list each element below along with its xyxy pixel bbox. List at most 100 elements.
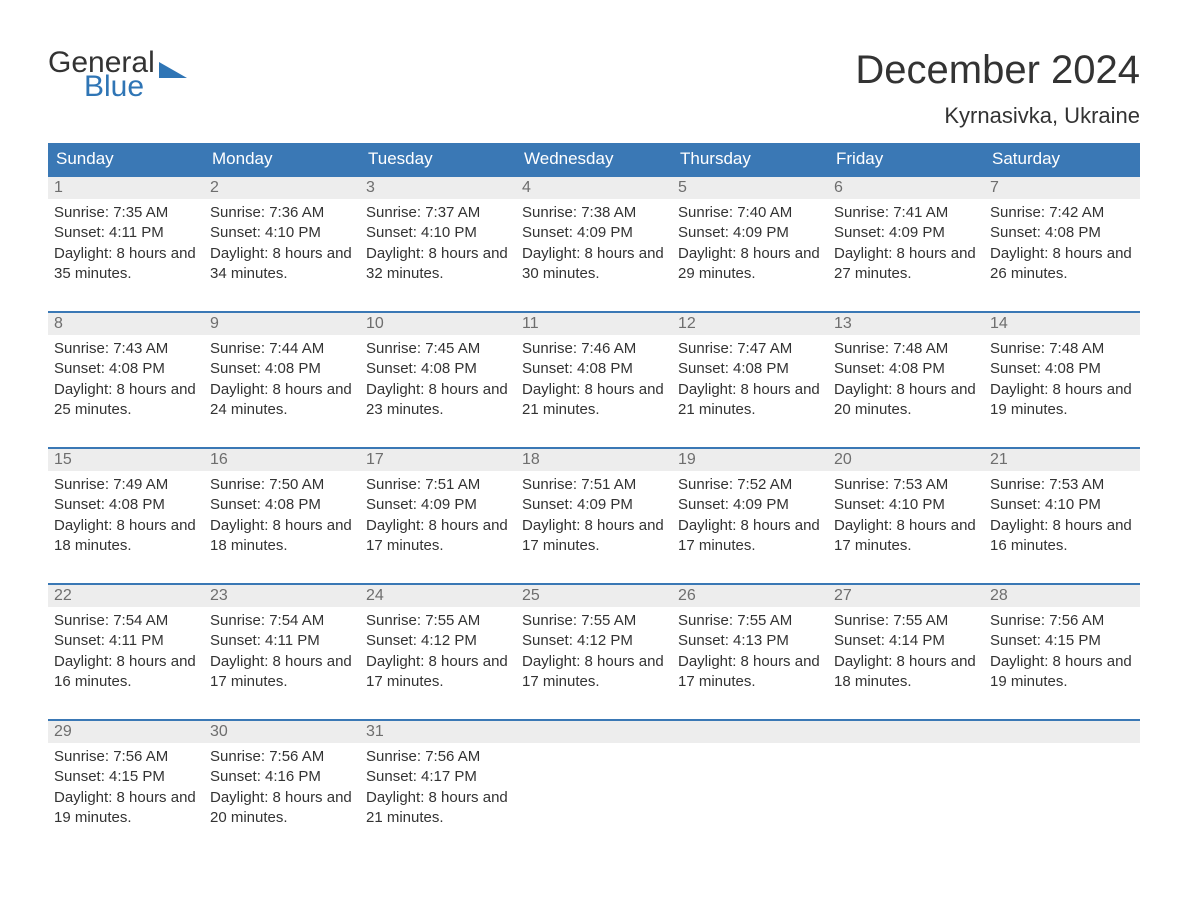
day-number: 28 (984, 585, 1140, 607)
day-details: Sunrise: 7:43 AMSunset: 4:08 PMDaylight:… (48, 335, 204, 422)
sunrise-line: Sunrise: 7:51 AM (522, 475, 666, 495)
sunrise-line: Sunrise: 7:56 AM (990, 611, 1134, 631)
sunset-line: Sunset: 4:16 PM (210, 767, 354, 787)
sunset-line: Sunset: 4:10 PM (210, 223, 354, 243)
month-title: December 2024 (855, 48, 1140, 93)
sunset-line: Sunset: 4:09 PM (678, 223, 822, 243)
weekday-header: Thursday (672, 143, 828, 175)
brand-word-blue: Blue (84, 72, 187, 102)
day-details: Sunrise: 7:46 AMSunset: 4:08 PMDaylight:… (516, 335, 672, 422)
day-number: 29 (48, 721, 204, 743)
weekday-header: Friday (828, 143, 984, 175)
day-number: 22 (48, 585, 204, 607)
day-details: Sunrise: 7:55 AMSunset: 4:13 PMDaylight:… (672, 607, 828, 694)
day-number: 4 (516, 177, 672, 199)
day-details: Sunrise: 7:36 AMSunset: 4:10 PMDaylight:… (204, 199, 360, 286)
day-cell: 6Sunrise: 7:41 AMSunset: 4:09 PMDaylight… (828, 177, 984, 297)
sunrise-line: Sunrise: 7:56 AM (54, 747, 198, 767)
daylight-line: Daylight: 8 hours and 17 minutes. (834, 516, 978, 557)
day-number (516, 721, 672, 743)
day-cell: 4Sunrise: 7:38 AMSunset: 4:09 PMDaylight… (516, 177, 672, 297)
sunset-line: Sunset: 4:08 PM (990, 223, 1134, 243)
sunrise-line: Sunrise: 7:35 AM (54, 203, 198, 223)
day-number (828, 721, 984, 743)
day-details: Sunrise: 7:52 AMSunset: 4:09 PMDaylight:… (672, 471, 828, 558)
weekday-header: Saturday (984, 143, 1140, 175)
sunrise-line: Sunrise: 7:44 AM (210, 339, 354, 359)
sunset-line: Sunset: 4:08 PM (210, 359, 354, 379)
day-number: 21 (984, 449, 1140, 471)
week-row: 22Sunrise: 7:54 AMSunset: 4:11 PMDayligh… (48, 583, 1140, 705)
sunrise-line: Sunrise: 7:56 AM (210, 747, 354, 767)
day-details: Sunrise: 7:53 AMSunset: 4:10 PMDaylight:… (828, 471, 984, 558)
daylight-line: Daylight: 8 hours and 17 minutes. (366, 516, 510, 557)
day-number: 26 (672, 585, 828, 607)
sunset-line: Sunset: 4:08 PM (678, 359, 822, 379)
sunrise-line: Sunrise: 7:48 AM (990, 339, 1134, 359)
sunrise-line: Sunrise: 7:55 AM (522, 611, 666, 631)
day-details: Sunrise: 7:56 AMSunset: 4:17 PMDaylight:… (360, 743, 516, 830)
day-cell: 10Sunrise: 7:45 AMSunset: 4:08 PMDayligh… (360, 313, 516, 433)
day-details: Sunrise: 7:55 AMSunset: 4:12 PMDaylight:… (360, 607, 516, 694)
sunrise-line: Sunrise: 7:42 AM (990, 203, 1134, 223)
daylight-line: Daylight: 8 hours and 25 minutes. (54, 380, 198, 421)
sunset-line: Sunset: 4:08 PM (990, 359, 1134, 379)
day-number: 7 (984, 177, 1140, 199)
day-details: Sunrise: 7:51 AMSunset: 4:09 PMDaylight:… (360, 471, 516, 558)
daylight-line: Daylight: 8 hours and 17 minutes. (210, 652, 354, 693)
daylight-line: Daylight: 8 hours and 23 minutes. (366, 380, 510, 421)
sunrise-line: Sunrise: 7:51 AM (366, 475, 510, 495)
sunrise-line: Sunrise: 7:54 AM (54, 611, 198, 631)
week-row: 29Sunrise: 7:56 AMSunset: 4:15 PMDayligh… (48, 719, 1140, 841)
day-details: Sunrise: 7:55 AMSunset: 4:14 PMDaylight:… (828, 607, 984, 694)
sunrise-line: Sunrise: 7:45 AM (366, 339, 510, 359)
day-cell: 23Sunrise: 7:54 AMSunset: 4:11 PMDayligh… (204, 585, 360, 705)
day-details: Sunrise: 7:50 AMSunset: 4:08 PMDaylight:… (204, 471, 360, 558)
daylight-line: Daylight: 8 hours and 19 minutes. (990, 380, 1134, 421)
sunrise-line: Sunrise: 7:50 AM (210, 475, 354, 495)
day-cell: 19Sunrise: 7:52 AMSunset: 4:09 PMDayligh… (672, 449, 828, 569)
weeks-container: 1Sunrise: 7:35 AMSunset: 4:11 PMDaylight… (48, 175, 1140, 841)
daylight-line: Daylight: 8 hours and 27 minutes. (834, 244, 978, 285)
day-cell: 25Sunrise: 7:55 AMSunset: 4:12 PMDayligh… (516, 585, 672, 705)
day-number (672, 721, 828, 743)
day-cell: 1Sunrise: 7:35 AMSunset: 4:11 PMDaylight… (48, 177, 204, 297)
sunset-line: Sunset: 4:10 PM (834, 495, 978, 515)
day-cell: 24Sunrise: 7:55 AMSunset: 4:12 PMDayligh… (360, 585, 516, 705)
day-details: Sunrise: 7:38 AMSunset: 4:09 PMDaylight:… (516, 199, 672, 286)
day-number: 18 (516, 449, 672, 471)
day-number: 27 (828, 585, 984, 607)
day-cell: 8Sunrise: 7:43 AMSunset: 4:08 PMDaylight… (48, 313, 204, 433)
day-details: Sunrise: 7:44 AMSunset: 4:08 PMDaylight:… (204, 335, 360, 422)
title-block: December 2024 Kyrnasivka, Ukraine (855, 48, 1140, 129)
sunset-line: Sunset: 4:15 PM (990, 631, 1134, 651)
day-details: Sunrise: 7:54 AMSunset: 4:11 PMDaylight:… (48, 607, 204, 694)
day-number: 6 (828, 177, 984, 199)
sunrise-line: Sunrise: 7:37 AM (366, 203, 510, 223)
day-cell: 5Sunrise: 7:40 AMSunset: 4:09 PMDaylight… (672, 177, 828, 297)
day-details: Sunrise: 7:56 AMSunset: 4:15 PMDaylight:… (984, 607, 1140, 694)
daylight-line: Daylight: 8 hours and 17 minutes. (678, 652, 822, 693)
day-number (984, 721, 1140, 743)
day-number: 30 (204, 721, 360, 743)
daylight-line: Daylight: 8 hours and 20 minutes. (834, 380, 978, 421)
daylight-line: Daylight: 8 hours and 21 minutes. (678, 380, 822, 421)
day-number: 11 (516, 313, 672, 335)
day-cell (828, 721, 984, 841)
day-cell: 26Sunrise: 7:55 AMSunset: 4:13 PMDayligh… (672, 585, 828, 705)
day-details: Sunrise: 7:54 AMSunset: 4:11 PMDaylight:… (204, 607, 360, 694)
weekday-header: Monday (204, 143, 360, 175)
sunrise-line: Sunrise: 7:40 AM (678, 203, 822, 223)
day-number: 10 (360, 313, 516, 335)
day-cell: 16Sunrise: 7:50 AMSunset: 4:08 PMDayligh… (204, 449, 360, 569)
day-cell: 31Sunrise: 7:56 AMSunset: 4:17 PMDayligh… (360, 721, 516, 841)
day-cell: 18Sunrise: 7:51 AMSunset: 4:09 PMDayligh… (516, 449, 672, 569)
day-number: 20 (828, 449, 984, 471)
day-details: Sunrise: 7:48 AMSunset: 4:08 PMDaylight:… (984, 335, 1140, 422)
day-cell: 11Sunrise: 7:46 AMSunset: 4:08 PMDayligh… (516, 313, 672, 433)
day-cell: 9Sunrise: 7:44 AMSunset: 4:08 PMDaylight… (204, 313, 360, 433)
day-cell (516, 721, 672, 841)
sunrise-line: Sunrise: 7:56 AM (366, 747, 510, 767)
day-cell: 2Sunrise: 7:36 AMSunset: 4:10 PMDaylight… (204, 177, 360, 297)
daylight-line: Daylight: 8 hours and 18 minutes. (210, 516, 354, 557)
